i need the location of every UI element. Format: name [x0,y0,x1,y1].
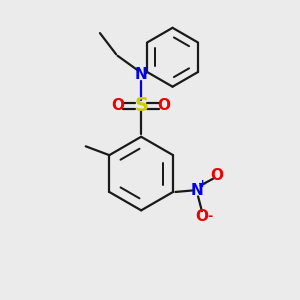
Text: O: O [210,168,223,183]
Text: N: N [190,183,203,198]
Text: N: N [135,68,148,82]
Text: O: O [195,209,208,224]
Text: -: - [207,210,212,223]
Text: O: O [158,98,171,113]
Text: +: + [198,179,207,189]
Text: S: S [134,96,148,115]
Text: O: O [112,98,125,113]
